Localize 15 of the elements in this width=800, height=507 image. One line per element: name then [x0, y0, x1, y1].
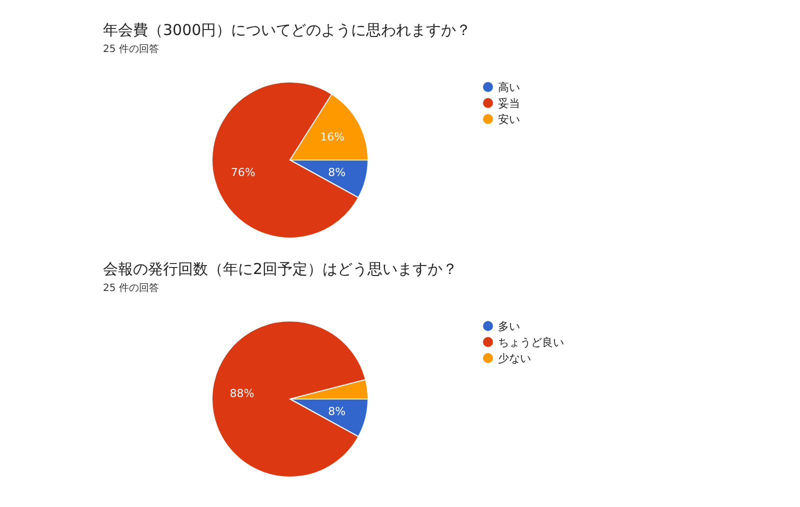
- legend-label: 安い: [498, 113, 520, 126]
- text: 25 件の回答: [103, 43, 159, 55]
- legend-label: 多い: [498, 320, 520, 333]
- data-label: 88%: [230, 386, 254, 400]
- chart-title: 年会費（3000円）についてどのように思われますか？: [103, 21, 472, 39]
- chart-title: 会報の発行回数（年に2回予定）はどう思いますか？: [103, 260, 458, 278]
- data-label: 8%: [328, 405, 346, 418]
- data-label: 8%: [328, 166, 346, 180]
- legend-label: 少ない: [498, 352, 531, 365]
- data-label: 16%: [320, 130, 345, 144]
- text: 25 件の回答: [103, 282, 159, 294]
- legend-label: ちょうど良い: [498, 336, 564, 349]
- legend-label: 高い: [498, 81, 520, 94]
- data-label: 76%: [230, 166, 256, 180]
- legend-label: 妥当: [498, 97, 520, 110]
